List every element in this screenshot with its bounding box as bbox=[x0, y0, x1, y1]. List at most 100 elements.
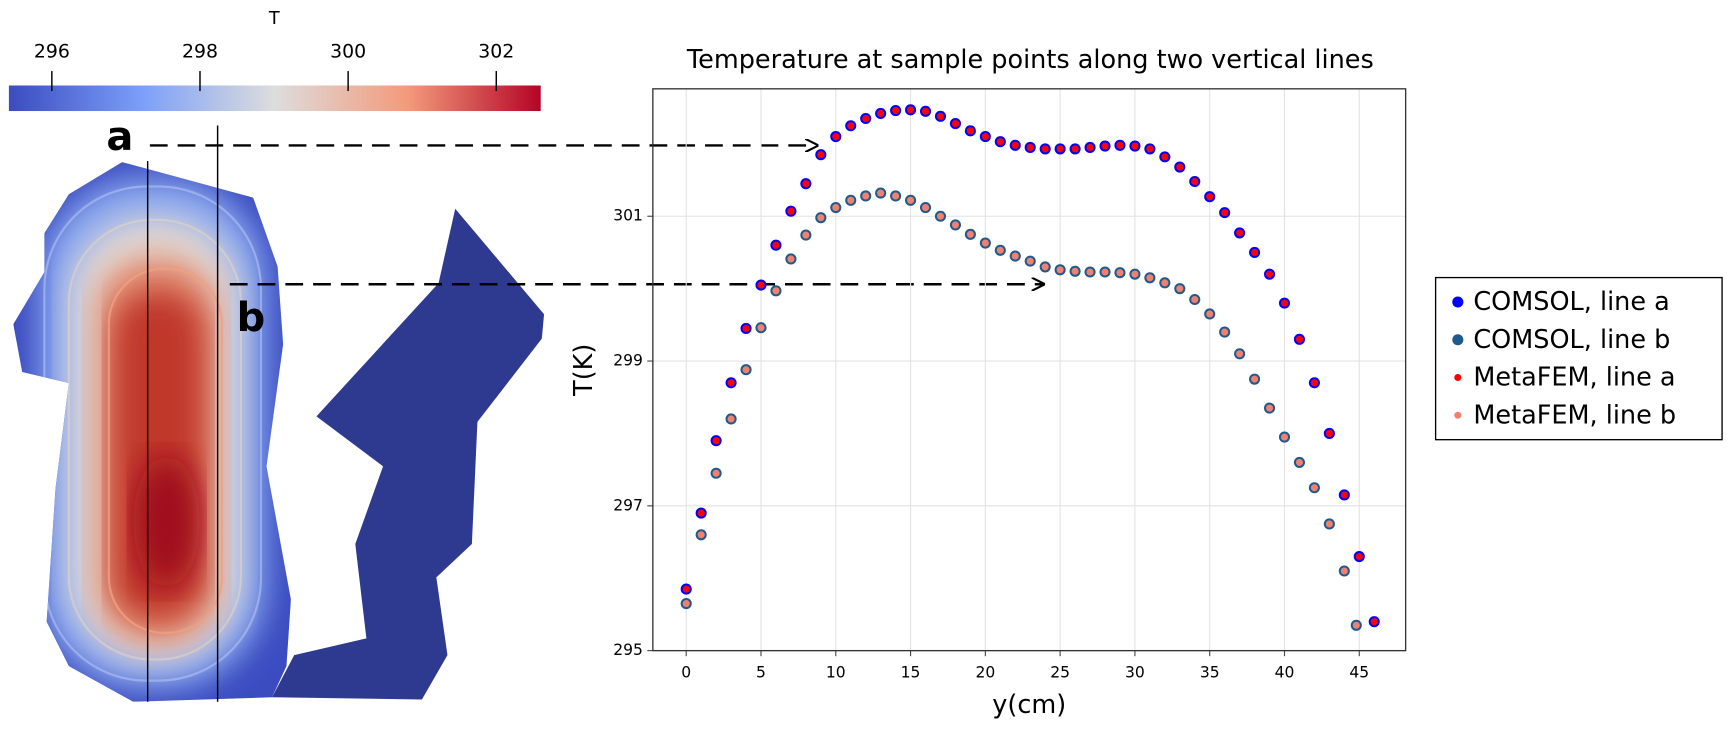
data-point bbox=[1340, 567, 1348, 575]
data-point bbox=[1086, 143, 1094, 152]
data-point bbox=[1265, 270, 1274, 278]
x-tick-label: 0 bbox=[681, 663, 691, 681]
line-label: a bbox=[106, 114, 133, 160]
data-point bbox=[1355, 552, 1363, 561]
data-point bbox=[742, 324, 750, 333]
data-point bbox=[1310, 484, 1318, 492]
data-point bbox=[1295, 335, 1303, 343]
data-point bbox=[1131, 270, 1139, 278]
data-point bbox=[1161, 279, 1169, 287]
x-tick-label: 30 bbox=[1125, 663, 1145, 681]
domain-region bbox=[272, 208, 545, 700]
data-point bbox=[1011, 252, 1019, 260]
x-tick-label: 10 bbox=[826, 663, 846, 681]
series bbox=[682, 189, 1360, 629]
data-point bbox=[832, 204, 840, 212]
data-point bbox=[697, 509, 705, 517]
chart: Temperature at sample points along two v… bbox=[569, 45, 1723, 720]
legend-marker bbox=[1454, 411, 1462, 419]
data-point bbox=[892, 106, 900, 115]
data-point bbox=[936, 212, 945, 220]
data-point bbox=[802, 231, 810, 239]
data-point bbox=[832, 133, 840, 141]
data-point bbox=[921, 204, 930, 212]
data-point bbox=[892, 192, 900, 200]
y-tick-label: 295 bbox=[613, 641, 643, 659]
data-point bbox=[682, 600, 690, 608]
data-point bbox=[966, 230, 974, 238]
x-tick-label: 45 bbox=[1349, 663, 1369, 681]
legend-label: MetaFEM, line a bbox=[1473, 363, 1675, 393]
data-point bbox=[1280, 299, 1289, 307]
x-axis-label: y(cm) bbox=[992, 690, 1066, 720]
data-point bbox=[862, 192, 870, 200]
x-tick-label: 20 bbox=[975, 663, 995, 681]
legend-label: COMSOL, line b bbox=[1473, 325, 1670, 355]
data-point bbox=[907, 106, 915, 114]
series bbox=[680, 104, 1380, 628]
data-point bbox=[1236, 229, 1244, 237]
data-point bbox=[1116, 141, 1124, 149]
data-point bbox=[1161, 153, 1169, 161]
data-point bbox=[1101, 268, 1109, 276]
legend-label: COMSOL, line a bbox=[1473, 287, 1669, 317]
data-point bbox=[712, 469, 720, 477]
data-point bbox=[787, 255, 795, 263]
data-point bbox=[966, 127, 974, 135]
data-point bbox=[1206, 310, 1214, 318]
data-point bbox=[921, 107, 930, 115]
colorbar-tick-label: 298 bbox=[182, 41, 218, 63]
data-point bbox=[1280, 433, 1289, 441]
legend-box bbox=[1434, 276, 1723, 441]
colorbar-tick-label: 300 bbox=[330, 41, 366, 63]
data-point bbox=[1071, 267, 1079, 275]
data-point bbox=[1011, 141, 1019, 149]
colorbar-tick-label: 302 bbox=[478, 41, 514, 63]
data-point bbox=[951, 120, 959, 128]
data-point bbox=[742, 366, 750, 374]
colorbar-gradient bbox=[8, 85, 541, 112]
data-point bbox=[996, 138, 1004, 146]
data-point bbox=[847, 122, 855, 130]
plot-frame bbox=[652, 88, 1407, 652]
data-point bbox=[1056, 266, 1064, 274]
data-point bbox=[1352, 621, 1360, 629]
colorbar-label: T bbox=[268, 9, 280, 29]
data-point bbox=[1056, 145, 1064, 153]
colorbar-tick-label: 296 bbox=[34, 41, 70, 63]
series bbox=[682, 106, 1378, 626]
data-point bbox=[1086, 268, 1094, 276]
y-tick-label: 297 bbox=[613, 496, 643, 514]
data-point bbox=[1370, 618, 1378, 626]
data-point bbox=[1251, 375, 1259, 383]
data-point bbox=[802, 180, 810, 188]
data-point bbox=[682, 585, 690, 593]
data-point bbox=[981, 133, 989, 141]
data-point bbox=[1191, 177, 1199, 186]
x-tick-label: 35 bbox=[1200, 663, 1220, 681]
data-point bbox=[877, 189, 885, 197]
data-point bbox=[1146, 274, 1154, 282]
data-point bbox=[1146, 145, 1154, 153]
x-tick-label: 40 bbox=[1275, 663, 1295, 681]
data-point bbox=[1325, 520, 1333, 528]
y-axis-label: T(K) bbox=[569, 344, 599, 397]
data-point bbox=[1026, 143, 1034, 152]
data-point bbox=[1176, 285, 1184, 293]
legend: COMSOL, line a COMSOL, line b MetaFEM, lin… bbox=[1434, 276, 1723, 441]
legend-marker bbox=[1454, 373, 1462, 382]
data-point bbox=[1310, 379, 1318, 387]
data-point bbox=[712, 437, 720, 445]
legend-marker bbox=[1452, 296, 1464, 308]
data-point bbox=[1206, 193, 1214, 201]
data-point bbox=[727, 379, 735, 387]
data-point bbox=[1221, 209, 1229, 217]
data-point bbox=[1176, 163, 1184, 171]
field-map: a b bbox=[13, 114, 1044, 702]
data-point bbox=[1131, 142, 1139, 150]
data-point bbox=[907, 196, 915, 204]
chart-title: Temperature at sample points along two v… bbox=[686, 45, 1374, 75]
data-point bbox=[787, 207, 795, 215]
